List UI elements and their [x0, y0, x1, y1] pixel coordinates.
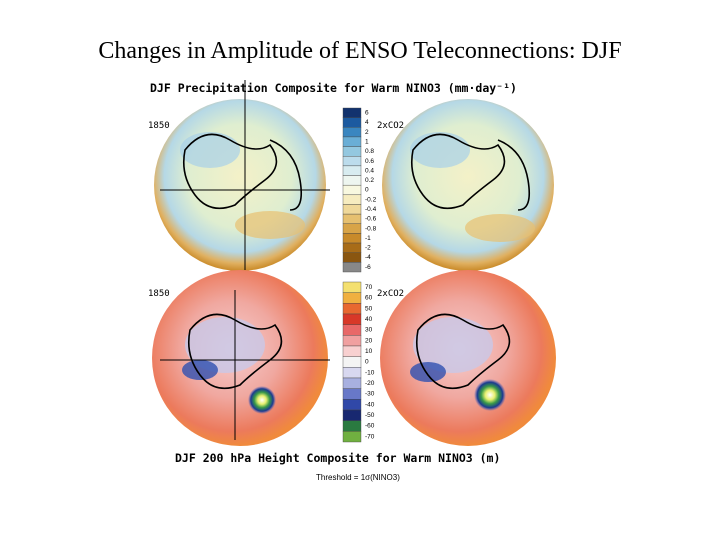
colorbar-swatch: [342, 223, 362, 234]
colorbar-label: 1: [365, 138, 369, 145]
colorbar-label: -10: [365, 369, 375, 376]
colorbar-label: 0.8: [365, 148, 374, 155]
colorbar-label: 60: [365, 295, 373, 302]
colorbar-label: -40: [365, 401, 375, 408]
colorbar-swatch: [342, 117, 362, 128]
colorbar-swatch: [342, 194, 362, 205]
colorbar-swatch: [342, 213, 362, 224]
colorbar-label: 0.4: [365, 167, 374, 174]
colorbar-label: -20: [365, 380, 375, 387]
colorbar-label: 4: [365, 119, 369, 126]
colorbar-label: 0.2: [365, 177, 374, 184]
colorbar-swatch: [342, 184, 362, 196]
colorbar-swatch: [342, 107, 362, 118]
map: [154, 80, 330, 271]
colorbar-label: -0.4: [365, 206, 377, 213]
colorbar-swatch: [342, 252, 362, 263]
colorbar-swatch: [342, 345, 362, 357]
colorbar-swatch: [342, 292, 362, 304]
colorbar-swatch: [342, 242, 362, 253]
colorbar-swatch: [342, 313, 362, 325]
colorbar-swatch: [342, 127, 362, 138]
footnote: Threshold = 1σ(NINO3): [316, 473, 400, 482]
colorbar-swatch: [342, 204, 362, 215]
colorbar-swatch: [342, 356, 362, 368]
colorbar-swatch: [342, 303, 362, 315]
colorbar-label: -30: [365, 391, 375, 398]
colorbar-label: -50: [365, 412, 375, 419]
colorbar-label: 0: [365, 359, 369, 366]
colorbar-swatch: [342, 335, 362, 347]
colorbar-label: 10: [365, 348, 373, 355]
colorbar-swatch: [342, 175, 362, 186]
colorbar-label: -0.8: [365, 225, 377, 232]
colorbar-swatch: [342, 388, 362, 400]
colorbar-swatch: [342, 262, 362, 273]
colorbar-label: -0.2: [365, 196, 377, 203]
colorbar-swatch: [342, 136, 362, 147]
colorbar-label: -60: [365, 423, 375, 430]
colorbar-label: -1: [365, 235, 371, 242]
colorbar-swatch: [342, 367, 362, 379]
colorbar-swatch: [342, 399, 362, 411]
panel-title: DJF Precipitation Composite for Warm NIN…: [150, 81, 517, 95]
colorbar-swatch: [342, 409, 362, 421]
colorbar-label: 70: [365, 284, 373, 291]
colorbar-label: 20: [365, 337, 373, 344]
panel-title: DJF 200 hPa Height Composite for Warm NI…: [175, 451, 500, 465]
colorbar-swatch: [342, 324, 362, 336]
colorbar-label: -6: [365, 264, 371, 271]
map: [382, 99, 554, 271]
colorbar-swatch: [342, 420, 362, 432]
colorbar-swatch: [342, 233, 362, 244]
colorbar-label: 40: [365, 316, 373, 323]
colorbar-label: 0: [365, 187, 369, 194]
map: [152, 270, 330, 446]
map-label: 2xCO2: [377, 289, 404, 299]
colorbar-label: 30: [365, 327, 373, 334]
colorbar-label: -70: [365, 433, 375, 440]
map: [380, 270, 556, 446]
colorbar-label: -2: [365, 245, 371, 252]
colorbar-label: 6: [365, 110, 369, 117]
colorbar-swatch: [342, 156, 362, 167]
colorbar-swatch: [342, 165, 362, 176]
colorbar-label: -0.6: [365, 216, 377, 223]
map-label: 1850: [148, 121, 170, 131]
colorbar-swatch: [342, 431, 362, 443]
slide-title: Changes in Amplitude of ENSO Teleconnect…: [98, 38, 621, 64]
colorbar-label: 0.6: [365, 158, 374, 165]
colorbar-label: -4: [365, 254, 371, 261]
colorbar-swatch: [342, 281, 362, 293]
colorbar-label: 50: [365, 305, 373, 312]
map-label: 1850: [148, 289, 170, 299]
map-label: 2xCO2: [377, 121, 404, 131]
colorbar-swatch: [342, 377, 362, 389]
colorbar-swatch: [342, 146, 362, 157]
colorbar-label: 2: [365, 129, 369, 136]
